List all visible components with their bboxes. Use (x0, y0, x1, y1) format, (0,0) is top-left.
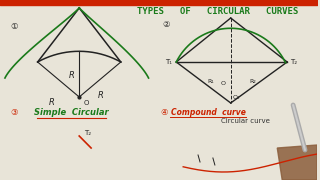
Text: Compound  curve: Compound curve (171, 108, 245, 117)
Text: R₁: R₁ (208, 78, 214, 84)
Text: ③: ③ (10, 108, 18, 117)
Text: R: R (98, 91, 104, 100)
Text: O₂: O₂ (233, 95, 240, 100)
Text: ①: ① (10, 22, 18, 31)
Text: Simple  Circular: Simple Circular (34, 108, 108, 117)
Text: O: O (221, 80, 226, 86)
Text: T₂: T₂ (290, 59, 297, 65)
Text: T₂: T₂ (84, 130, 91, 136)
Text: ②: ② (163, 20, 170, 29)
Polygon shape (277, 145, 317, 180)
Text: TYPES   OF   CIRCULAR   CURVES: TYPES OF CIRCULAR CURVES (137, 7, 299, 16)
Text: R: R (68, 71, 74, 80)
Text: R₂: R₂ (249, 78, 256, 84)
Text: T₁: T₁ (165, 59, 172, 65)
Text: R: R (49, 98, 54, 107)
Text: Circular curve: Circular curve (221, 118, 270, 124)
Text: O: O (83, 100, 89, 106)
Text: ④: ④ (161, 108, 168, 117)
